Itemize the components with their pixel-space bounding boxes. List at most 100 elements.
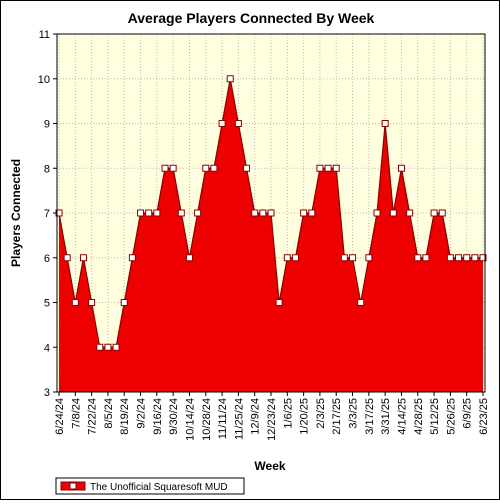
chart-title: Average Players Connected By Week (128, 10, 375, 26)
x-tick-label: 11/11/24 (217, 398, 229, 439)
data-point (373, 209, 381, 217)
data-point (145, 209, 153, 217)
data-point (226, 75, 234, 83)
x-tick-label: 5/12/25 (429, 398, 441, 435)
x-tick-label: 4/14/25 (396, 398, 408, 435)
data-point (128, 254, 136, 262)
data-point (251, 209, 259, 217)
data-point (397, 164, 405, 172)
x-tick-label: 3/3/25 (348, 398, 360, 429)
data-point (381, 120, 389, 127)
x-tick-label: 1/20/25 (299, 398, 311, 435)
x-tick-label: 6/23/25 (478, 398, 490, 435)
data-point (218, 120, 226, 127)
data-point (169, 164, 177, 172)
x-tick-label: 10/14/24 (184, 398, 196, 441)
data-point (340, 254, 348, 262)
data-point (177, 209, 185, 217)
legend-label: The Unofficial Squaresoft MUD (90, 482, 228, 493)
data-point (234, 120, 242, 127)
data-point (349, 254, 357, 262)
y-tick-label: 11 (39, 29, 50, 41)
data-point (267, 209, 275, 217)
y-tick-label: 5 (44, 298, 50, 310)
data-point (332, 164, 340, 172)
data-point (88, 299, 96, 306)
data-point (120, 299, 128, 306)
x-tick-label: 2/3/25 (315, 398, 327, 429)
data-point (316, 164, 324, 172)
data-point (259, 209, 267, 217)
x-tick-label: 5/26/25 (445, 398, 457, 435)
series-area (59, 78, 483, 392)
data-point (63, 254, 71, 262)
data-point (308, 209, 316, 217)
y-tick-label: 7 (44, 208, 50, 220)
x-tick-label: 7/22/24 (87, 398, 99, 435)
y-tick-label: 3 (44, 387, 50, 399)
x-axis: 6/24/24 7/8/24 7/22/24 8/5/24 8/19/24 9/2/24 9… (54, 392, 490, 441)
y-tick-label: 4 (44, 342, 50, 354)
x-tick-label: 12/23/24 (266, 398, 278, 441)
y-tick-label: 10 (38, 74, 50, 86)
legend: The Unofficial Squaresoft MUD (55, 477, 245, 495)
x-tick-label: 10/28/24 (201, 398, 213, 441)
data-point (137, 209, 145, 217)
data-point (161, 164, 169, 172)
y-tick-label: 9 (44, 119, 50, 131)
data-point (455, 254, 463, 262)
data-point (414, 254, 422, 262)
x-tick-label: 9/30/24 (168, 398, 180, 435)
x-tick-label: 2/17/25 (331, 398, 343, 435)
x-tick-label: 4/28/25 (413, 398, 425, 435)
x-tick-label: 9/2/24 (136, 398, 148, 429)
data-point (283, 254, 291, 262)
data-point (389, 209, 397, 217)
y-axis-label: Players Connected (9, 159, 23, 267)
y-axis: 3 4 5 6 7 8 9 10 11 (38, 29, 57, 399)
data-point (71, 299, 79, 306)
x-tick-label: 6/9/25 (462, 398, 474, 429)
data-point (406, 209, 414, 217)
data-point (194, 209, 202, 217)
data-point (471, 254, 479, 262)
y-tick-label: 6 (44, 253, 50, 265)
data-point (112, 343, 120, 351)
data-point (438, 209, 446, 217)
legend-box (55, 477, 245, 495)
data-point (185, 254, 193, 262)
data-point (463, 254, 471, 262)
x-axis-label: Week (254, 459, 285, 473)
x-tick-label: 8/5/24 (103, 398, 115, 429)
data-point (104, 343, 112, 351)
data-point (243, 164, 251, 172)
data-point (275, 299, 283, 306)
y-tick-label: 8 (44, 163, 50, 175)
data-point (96, 343, 104, 351)
data-point (357, 299, 365, 306)
data-point (422, 254, 430, 262)
data-point (365, 254, 373, 262)
x-tick-label: 1/6/25 (282, 398, 294, 429)
x-tick-label: 11/25/24 (233, 398, 245, 440)
data-point (324, 164, 332, 172)
data-point (430, 209, 438, 217)
x-tick-label: 6/24/24 (54, 398, 66, 435)
x-tick-label: 12/9/24 (250, 398, 262, 435)
x-tick-label: 7/8/24 (70, 398, 82, 429)
x-tick-label: 8/19/24 (119, 398, 131, 435)
data-point (153, 209, 161, 217)
data-point (79, 254, 87, 262)
data-point (210, 164, 218, 172)
x-tick-label: 3/17/25 (364, 398, 376, 435)
data-point (479, 254, 487, 262)
x-tick-label: 9/16/24 (152, 398, 164, 435)
data-point (291, 254, 299, 262)
data-point (202, 164, 210, 172)
legend-marker-icon (69, 482, 77, 490)
x-tick-label: 3/31/25 (380, 398, 392, 435)
data-point (300, 209, 308, 217)
data-point (446, 254, 454, 262)
